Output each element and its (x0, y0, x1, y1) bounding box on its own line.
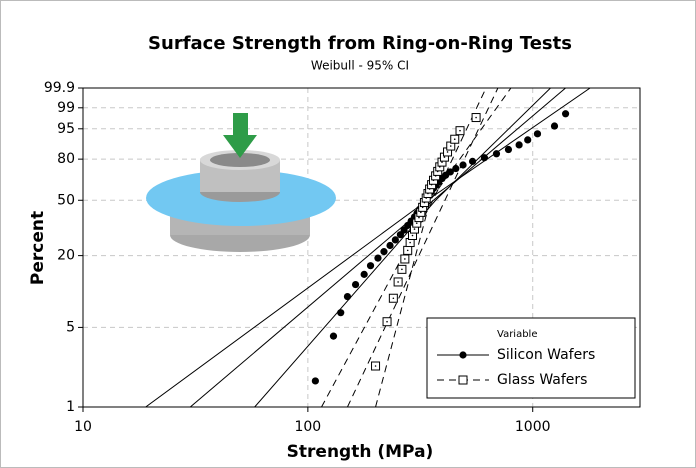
point-dot (414, 228, 416, 230)
point-dot (409, 242, 411, 244)
point-dot (475, 117, 477, 119)
point-dot (397, 281, 399, 283)
x-axis-label: Strength (MPa) (287, 442, 434, 462)
point (516, 141, 523, 148)
point (562, 110, 569, 117)
point (456, 127, 464, 135)
point (380, 248, 387, 255)
point (404, 246, 412, 254)
point (367, 262, 374, 269)
point (394, 278, 402, 286)
legend-label: Silicon Wafers (497, 347, 595, 363)
x-tick-label: 100 (294, 419, 321, 435)
point-dot (407, 250, 409, 252)
point (389, 294, 397, 302)
y-tick-label: 50 (57, 192, 75, 208)
legend-marker (459, 351, 466, 358)
point-dot (401, 269, 403, 271)
chart-title: Surface Strength from Ring-on-Ring Tests (148, 33, 572, 54)
plot-area: 10 100 1000 1 5 20 50 80 95 99 99.9 Variable Silicon… (44, 80, 640, 435)
point (337, 309, 344, 316)
point (383, 318, 391, 326)
point-dot (454, 138, 456, 140)
y-axis-label: Percent (28, 211, 48, 285)
point-dot (404, 258, 406, 260)
point (330, 333, 337, 340)
point (344, 293, 351, 300)
x-tick-label: 1000 (515, 419, 551, 435)
point (398, 265, 406, 273)
legend: Variable Silicon Wafers Glass Wafers (427, 318, 635, 398)
point (312, 377, 319, 384)
y-tick-label: 99.9 (44, 80, 75, 96)
point (481, 154, 488, 161)
y-tick-label: 20 (57, 248, 75, 264)
point (401, 255, 409, 263)
point (352, 281, 359, 288)
point-dot (447, 151, 449, 153)
point (551, 122, 558, 129)
y-tick-label: 1 (66, 399, 75, 415)
point-dot (444, 156, 446, 158)
point (459, 161, 466, 168)
legend-label: Glass Wafers (497, 372, 587, 388)
point (392, 236, 399, 243)
y-tick-label: 80 (57, 151, 75, 167)
y-tick-label: 99 (57, 100, 75, 116)
chart: Surface Strength from Ring-on-Ring Tests… (0, 0, 696, 468)
y-tick-label: 5 (66, 319, 75, 335)
point (451, 135, 459, 143)
point (534, 130, 541, 137)
point (386, 242, 393, 249)
point-dot (412, 235, 414, 237)
point (374, 255, 381, 262)
legend-marker (459, 376, 467, 384)
point-dot (375, 365, 377, 367)
point-dot (386, 321, 388, 323)
chart-subtitle: Weibull - 95% CI (311, 59, 409, 73)
point (361, 271, 368, 278)
point (469, 158, 476, 165)
point (493, 150, 500, 157)
legend-title: Variable (497, 329, 538, 340)
point-dot (393, 297, 395, 299)
point (372, 362, 380, 370)
y-tick-label: 95 (57, 121, 75, 137)
point (505, 146, 512, 153)
point (452, 165, 459, 172)
point-dot (450, 145, 452, 147)
point-dot (418, 217, 420, 219)
x-tick-label: 10 (74, 419, 92, 435)
point-dot (416, 222, 418, 224)
point (472, 114, 480, 122)
point (524, 136, 531, 143)
point-dot (459, 130, 461, 132)
